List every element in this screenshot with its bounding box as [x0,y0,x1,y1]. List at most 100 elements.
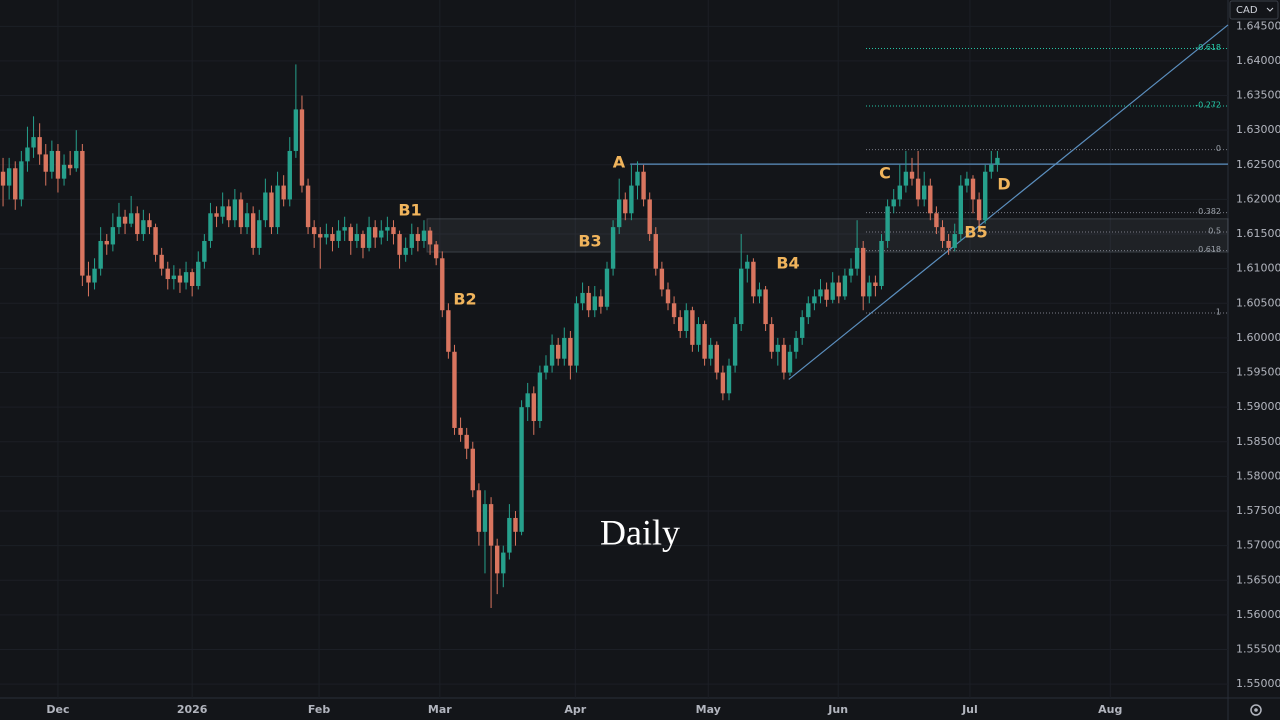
fib-label: 0.382 [1198,207,1221,216]
pattern-label: B5 [964,223,987,242]
candle-body [494,545,500,574]
candle-body [226,206,231,221]
candle-body [287,150,292,200]
candle-body [867,282,872,297]
candle-body [318,234,323,238]
candle-body [360,234,366,248]
candle-body [897,185,902,200]
candle-body [671,303,677,318]
candle-body [92,268,97,283]
candle-body [659,268,665,290]
fib-label: 0 [1216,144,1221,153]
candle-body [55,150,61,179]
candle-body [653,234,658,269]
candle-body [934,213,939,228]
y-tick-label: 1.61500 [1236,227,1280,240]
candle-body [269,192,274,228]
candle-body [433,244,439,259]
settings-icon[interactable] [1250,704,1262,716]
candle-body [305,185,311,228]
candle-body [598,296,604,307]
candle-body [726,365,732,394]
x-tick-label: Apr [564,703,586,716]
candle-body [104,240,109,245]
candle-body [970,178,976,200]
dropdown-caret [1266,7,1274,12]
candle-body [629,185,634,214]
candle-body [336,230,341,241]
candle-body [562,337,567,359]
candle-body [342,227,347,231]
candle-body [257,220,262,248]
candle-body [501,552,506,574]
candles [0,64,1000,608]
candle-body [781,344,787,373]
x-tick-label: Aug [1098,703,1122,716]
candle-body [995,157,1000,165]
candle-body [98,240,103,269]
candle-body [165,268,170,280]
candle-body [738,268,744,325]
candle-body [818,289,823,297]
pattern-label: B4 [776,254,799,273]
candle-body [787,351,793,373]
y-tick-label: 1.63000 [1236,123,1280,136]
currency-button[interactable] [1229,0,1279,20]
candle-body [842,275,848,297]
candle-body [861,247,866,297]
candle-body [80,150,85,276]
candle-body [854,247,860,269]
candle-body [31,137,36,148]
y-tick-label: 1.61000 [1236,262,1280,275]
candle-body [25,147,30,162]
candle-body [812,296,817,304]
candle-body [488,504,494,546]
y-tick-label: 1.58500 [1236,435,1280,448]
candle-body [763,289,768,325]
candle-body [208,213,213,241]
x-tick-label: Mar [428,703,452,716]
candle-body [708,344,713,359]
candle-body [928,185,933,214]
candle-body [67,164,73,169]
candle-body [0,171,6,186]
candle-body [769,324,774,352]
pattern-label: B1 [398,201,421,220]
candle-body [385,227,390,231]
candle-body [952,234,957,248]
candle-body [214,213,219,217]
candle-body [415,234,421,241]
candle-body [690,310,695,345]
x-tick-label: 2026 [177,703,208,716]
candle-body [574,303,579,366]
candle-body [989,164,994,172]
candle-body [440,258,445,311]
candle-body [848,268,854,276]
pattern-label: C [879,164,891,183]
y-tick-label: 1.56500 [1236,573,1280,586]
y-tick-label: 1.55500 [1236,643,1280,656]
candle-body [806,303,811,318]
candle-body [421,230,427,241]
candle-body [37,137,42,155]
candle-body [159,254,164,269]
candle-body [964,178,970,186]
y-tick-label: 1.59500 [1236,366,1280,379]
candle-body [635,171,640,186]
y-tick-label: 1.57000 [1236,539,1280,552]
candle-body [885,206,890,241]
y-tick-label: 1.64500 [1236,19,1280,32]
candle-body [757,289,762,297]
candle-body [702,324,707,359]
candle-body [196,261,201,286]
candle-body [427,230,433,245]
candle-body [830,282,835,300]
candle-body [403,247,408,255]
y-tick-label: 1.62000 [1236,192,1280,205]
candle-body [446,310,451,352]
candle-body [177,275,183,283]
trendline [788,24,1229,380]
candle-body [19,161,24,200]
candle-body [458,427,463,435]
